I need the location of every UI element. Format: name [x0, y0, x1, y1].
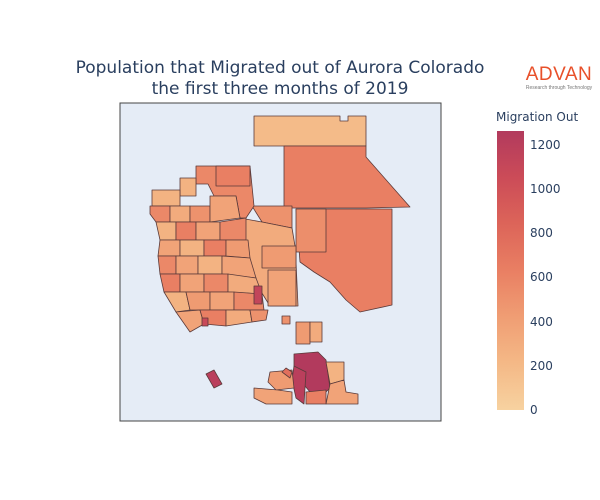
colorbar-tick-800: 800: [530, 226, 553, 240]
region-south-6[interactable]: [281, 367, 293, 379]
region-w-3[interactable]: [195, 221, 221, 241]
region-south-2[interactable]: [253, 387, 293, 405]
region-nw-3[interactable]: [179, 177, 197, 197]
colorbar-tick-1000: 1000: [530, 182, 561, 196]
region-nw-8[interactable]: [209, 195, 241, 223]
region-sw-3[interactable]: [203, 273, 229, 293]
region-sw-7[interactable]: [209, 291, 235, 311]
region-south-5[interactable]: [305, 389, 327, 405]
region-island-1[interactable]: [281, 315, 291, 325]
region-nw-2[interactable]: [215, 165, 251, 187]
logo-tagline: Research through Technology: [525, 85, 593, 91]
region-island-4[interactable]: [205, 369, 223, 389]
region-central-3[interactable]: [267, 269, 297, 307]
region-w-2[interactable]: [175, 221, 197, 241]
colorbar-tick-400: 400: [530, 315, 553, 329]
region-w-6[interactable]: [179, 239, 205, 257]
region-w-5[interactable]: [157, 239, 181, 257]
region-hot-2[interactable]: [201, 317, 209, 327]
advan-logo: ADVAN Research through Technology: [524, 64, 594, 91]
logo-wordmark: ADVAN: [525, 64, 593, 85]
region-s-4[interactable]: [249, 309, 269, 323]
region-sw-2[interactable]: [179, 273, 205, 293]
chart-title-line-1: Population that Migrated out of Aurora C…: [75, 58, 485, 78]
region-island-3[interactable]: [309, 321, 323, 343]
region-sw-1[interactable]: [159, 273, 181, 293]
region-nw-6[interactable]: [169, 205, 191, 223]
region-east-block[interactable]: [295, 208, 327, 253]
census-regions[interactable]: [149, 115, 411, 405]
region-central-2[interactable]: [261, 245, 297, 269]
chart-title: Population that Migrated out of Aurora C…: [40, 58, 520, 100]
region-north-top[interactable]: [253, 115, 367, 147]
region-w-11[interactable]: [197, 255, 223, 275]
chart-title-line-2: the first three months of 2019: [151, 79, 409, 99]
region-nw-4[interactable]: [151, 189, 181, 207]
colorbar-tick-1200: 1200: [530, 138, 561, 152]
region-w-8[interactable]: [225, 239, 251, 259]
region-w-1[interactable]: [155, 221, 177, 241]
colorbar: [497, 131, 524, 410]
region-w-10[interactable]: [175, 255, 199, 275]
colorbar-title: Migration Out: [496, 110, 579, 124]
colorbar-tick-200: 200: [530, 359, 553, 373]
region-w-7[interactable]: [203, 239, 227, 257]
region-island-2[interactable]: [295, 321, 311, 345]
region-hot-1[interactable]: [253, 285, 263, 305]
region-sw-6[interactable]: [185, 291, 211, 311]
colorbar-tick-600: 600: [530, 270, 553, 284]
region-w-9[interactable]: [157, 255, 177, 275]
region-nw-7[interactable]: [189, 205, 211, 223]
region-w-4[interactable]: [219, 217, 247, 241]
colorbar-tick-0: 0: [530, 403, 538, 417]
